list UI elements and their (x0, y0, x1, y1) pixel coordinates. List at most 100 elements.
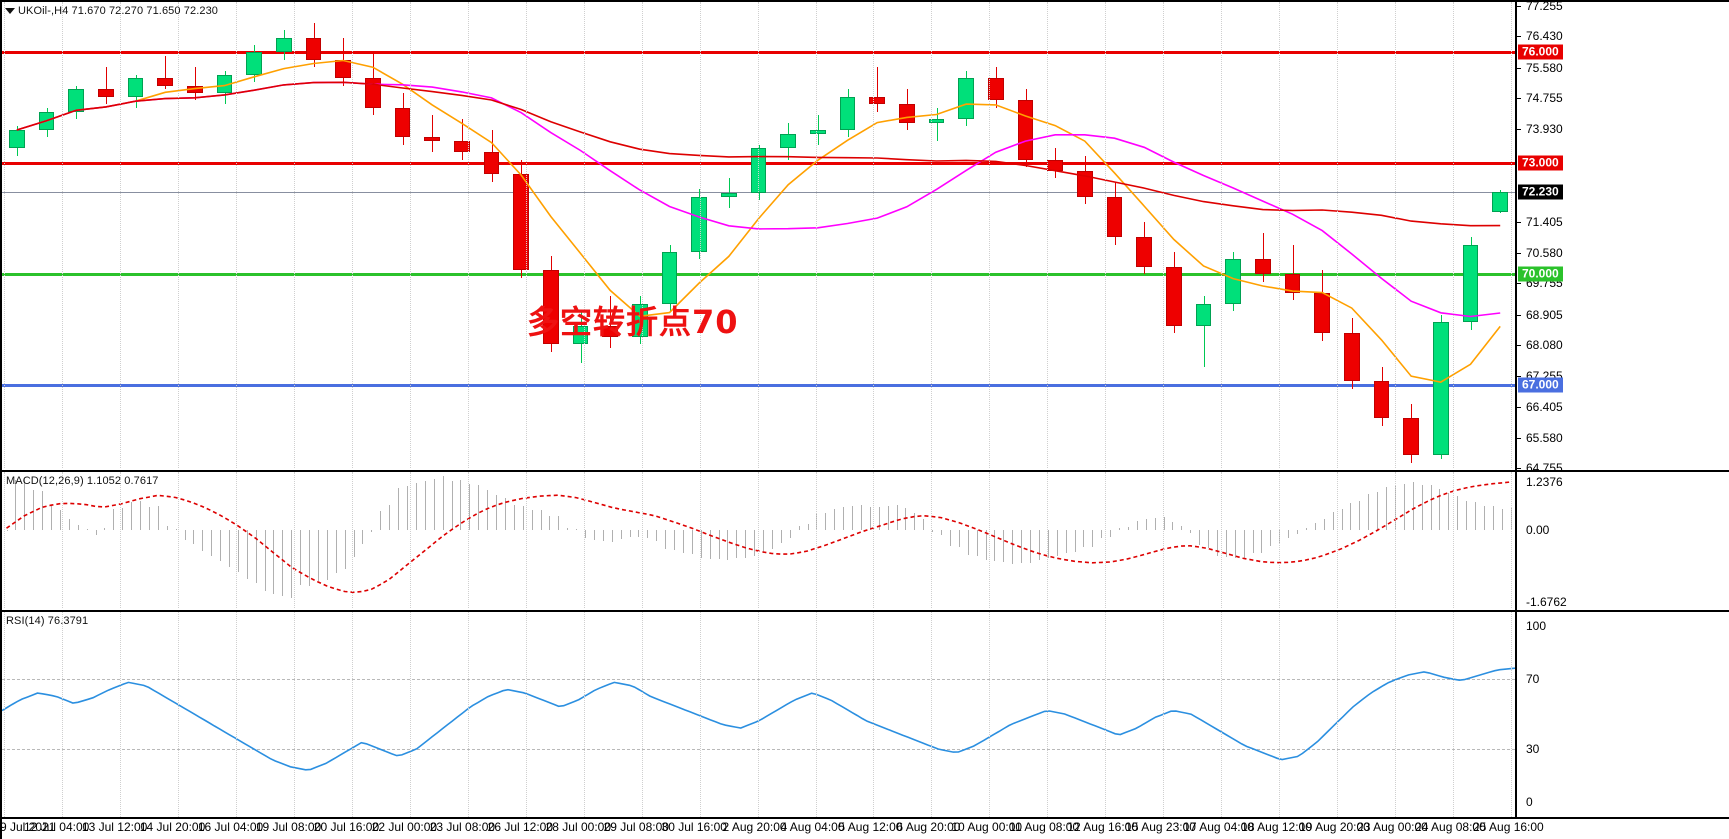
x-axis-label: 23 Aug 00:00 (1357, 820, 1428, 834)
vertical-grid-line (815, 2, 817, 468)
vertical-grid-line (235, 2, 237, 468)
vertical-grid-line (583, 2, 585, 468)
vertical-grid-line (1047, 472, 1049, 608)
vertical-grid-line (293, 612, 295, 817)
price-axis[interactable]: 77.255 76.430 75.580 74.755 73.930 71.405 70.5… (1517, 0, 1729, 475)
macd-panel[interactable]: MACD(12,26,9) 1.1052 0.7617 1.2376 0.00 -1… (0, 470, 1729, 609)
x-axis-label: 11 Aug 08:00 (1009, 820, 1080, 834)
macd-histogram-bar (887, 505, 889, 531)
macd-histogram-bar (1181, 525, 1183, 531)
rsi-plot-area[interactable] (2, 612, 1515, 817)
macd-histogram-bar (1412, 481, 1414, 531)
macd-plot-area[interactable] (2, 472, 1515, 608)
vertical-grid-line (699, 472, 701, 608)
candle-wick (877, 67, 878, 112)
vertical-grid-line (757, 472, 759, 608)
rsi-line-overlay (2, 667, 1515, 771)
candle-body (928, 118, 945, 123)
candle-body (98, 89, 114, 97)
macd-histogram-bar (273, 530, 275, 594)
price-plot-area[interactable] (2, 2, 1515, 468)
macd-histogram-bar (406, 485, 408, 531)
macd-histogram-bar (700, 530, 702, 558)
price-level-tag[interactable]: 67.000 (1518, 377, 1563, 393)
vertical-grid-line (757, 612, 759, 817)
candle-wick (937, 107, 938, 142)
macd-histogram-bar (202, 530, 204, 551)
macd-histogram-bar (1092, 530, 1094, 547)
price-level-line[interactable] (2, 273, 1515, 277)
macd-histogram-bar (282, 530, 284, 596)
vertical-grid-line (293, 472, 295, 608)
vertical-grid-line (467, 472, 469, 608)
rsi-level-line (2, 678, 1515, 680)
vertical-grid-line (931, 2, 933, 468)
macd-histogram-bar (691, 530, 693, 554)
macd-histogram-bar (949, 530, 951, 547)
vertical-grid-line (177, 612, 179, 817)
price-panel[interactable]: UKOil-,H4 71.670 72.270 71.650 72.230 77… (0, 0, 1729, 475)
vertical-grid-line (1395, 472, 1397, 608)
vertical-grid-line (525, 612, 527, 817)
candle-body (1462, 244, 1479, 323)
vertical-grid-line (1221, 612, 1223, 817)
price-level-tag[interactable]: 73.000 (1518, 155, 1563, 171)
price-level-tag[interactable]: 70.000 (1518, 266, 1563, 282)
x-axis-label: 10 Aug 00:00 (951, 820, 1023, 834)
vertical-grid-line (1453, 612, 1454, 817)
macd-histogram-bar (843, 507, 845, 531)
vertical-grid-line (177, 472, 179, 608)
rsi-panel[interactable]: RSI(14) 76.3791 100 70 30 0 (0, 610, 1729, 817)
candle-body (1225, 259, 1241, 304)
macd-histogram-bar (647, 530, 649, 538)
x-axis[interactable]: 9 Jul 2021 12 Jul 04:00 13 Jul 12:00 14 Jul… (0, 819, 1729, 839)
price-level-line[interactable] (2, 51, 1515, 55)
candle-body (1344, 333, 1360, 382)
rsi-axis[interactable]: 100 70 30 0 (1517, 612, 1729, 817)
vertical-grid-line (351, 2, 353, 468)
price-level-tag[interactable]: 72.230 (1518, 184, 1563, 200)
macd-histogram-bar (585, 530, 586, 538)
vertical-grid-line (1163, 2, 1165, 468)
ma-orange (16, 59, 1501, 383)
macd-histogram-bar (1234, 530, 1236, 558)
macd-histogram-bar (994, 530, 996, 562)
price-level-line[interactable] (2, 384, 1515, 388)
macd-histogram-bar (140, 501, 141, 531)
candle-body (1373, 381, 1390, 419)
macd-signal-line (6, 481, 1511, 594)
vertical-grid-line (989, 472, 991, 608)
vertical-grid-line (641, 472, 643, 608)
macd-histogram-bar (771, 530, 773, 550)
macd-histogram-bar (1314, 523, 1316, 531)
vertical-grid-line (931, 472, 933, 608)
price-level-tag[interactable]: 76.000 (1518, 44, 1563, 60)
macd-histogram-bar (1439, 489, 1441, 531)
macd-histogram-bar (166, 526, 168, 531)
macd-histogram-bar (825, 512, 827, 531)
candle-wick (106, 67, 107, 105)
macd-histogram-bar (220, 530, 222, 562)
macd-histogram-bar (1403, 483, 1405, 531)
triangle-down-icon[interactable] (5, 8, 15, 14)
vertical-grid-line (1511, 2, 1512, 468)
macd-histogram-bar (665, 530, 667, 550)
macd-histogram-bar (1332, 511, 1334, 531)
x-axis-label: 6 Aug 20:00 (896, 820, 961, 834)
macd-histogram-bar (398, 487, 400, 531)
macd-axis[interactable]: 1.2376 0.00 -1.6762 (1517, 472, 1729, 609)
candle-body (1166, 266, 1182, 326)
candle-body (246, 52, 262, 75)
vertical-grid-line (989, 612, 991, 817)
macd-histogram-bar (1323, 518, 1325, 531)
macd-histogram-bar (905, 508, 907, 531)
macd-histogram-bar (1199, 530, 1200, 546)
macd-histogram-bar (1208, 530, 1209, 549)
candle-body (543, 270, 559, 345)
candle-body (424, 137, 440, 142)
x-axis-label: 12 Jul 04:00 (23, 820, 90, 834)
vertical-grid-line (815, 472, 817, 608)
vertical-grid-line (1047, 612, 1049, 817)
candle-body (9, 130, 25, 149)
candle-body (958, 78, 974, 119)
